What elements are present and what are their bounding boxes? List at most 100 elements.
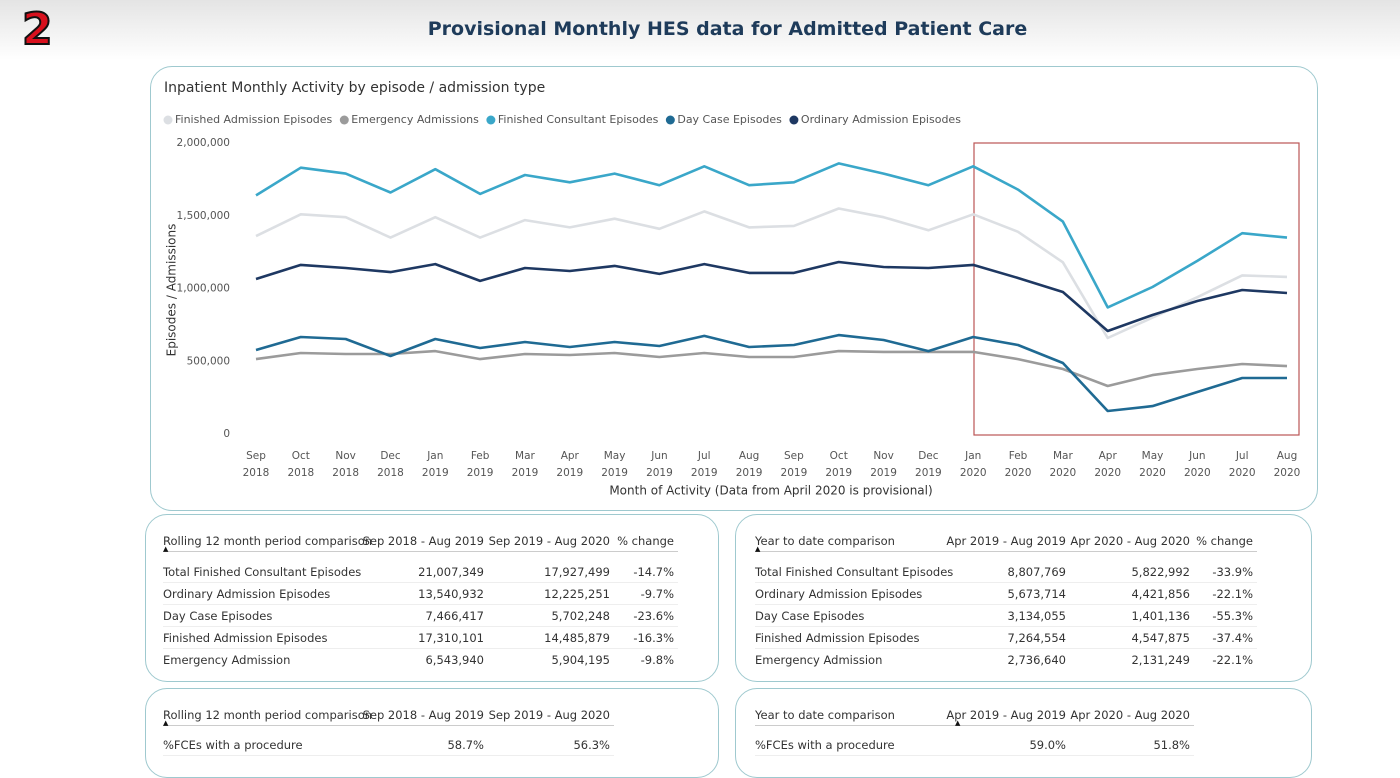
table-cell: Total Finished Consultant Episodes [163, 565, 362, 579]
x-tick-label: 2020 [1005, 467, 1032, 479]
table-cell: -16.3% [633, 631, 674, 645]
x-tick-label: Dec [380, 450, 401, 462]
y-axis-label: Episodes / Admissions [165, 224, 179, 357]
table-cell: 7,264,554 [1007, 631, 1066, 645]
x-tick-label: 2019 [915, 467, 942, 479]
table-cell: 12,225,251 [544, 587, 610, 601]
x-tick-label: 2020 [1094, 467, 1121, 479]
table-cell: -55.3% [1212, 609, 1253, 623]
table-cell: Emergency Admission [163, 653, 291, 667]
legend-marker [163, 115, 173, 125]
table-cell: -33.9% [1212, 565, 1253, 579]
row-rule [755, 582, 1257, 583]
table-cell: Ordinary Admission Episodes [163, 587, 331, 601]
table-rule [755, 551, 1257, 552]
table-header: Sep 2019 - Aug 2020 [488, 534, 610, 548]
table-cell: Total Finished Consultant Episodes [755, 565, 954, 579]
x-tick-label: Aug [739, 450, 760, 462]
table-cell: 13,540,932 [418, 587, 484, 601]
chart-panel [150, 66, 1318, 511]
x-tick-label: 2019 [646, 467, 673, 479]
table-cell: -22.1% [1212, 587, 1253, 601]
table-panel [735, 514, 1312, 682]
table-cell: %FCEs with a procedure [163, 738, 303, 752]
legend-label: Finished Admission Episodes [175, 113, 333, 126]
x-tick-label: May [1142, 450, 1164, 462]
table-cell: 21,007,349 [418, 565, 484, 579]
x-tick-label: 2018 [377, 467, 404, 479]
table-cell: 2,131,249 [1131, 653, 1190, 667]
legend-label: Finished Consultant Episodes [498, 113, 659, 126]
x-tick-label: 2019 [556, 467, 583, 479]
x-tick-label: Nov [873, 450, 894, 462]
table-header: Apr 2020 - Aug 2020 [1070, 534, 1190, 548]
table-cell: -22.1% [1212, 653, 1253, 667]
table-cell: 2,736,640 [1007, 653, 1066, 667]
table-rule [755, 725, 1194, 726]
x-tick-label: Sep [246, 450, 266, 462]
x-tick-label: 2020 [1050, 467, 1077, 479]
x-tick-label: 2020 [1229, 467, 1256, 479]
sort-arrow: ▲ [955, 719, 961, 727]
row-rule [163, 626, 678, 627]
sort-arrow: ▲ [163, 719, 169, 727]
x-tick-label: Jan [426, 450, 443, 462]
chart-title: Inpatient Monthly Activity by episode / … [164, 80, 545, 96]
table-cell: 7,466,417 [425, 609, 484, 623]
table-cell: 58.7% [447, 738, 484, 752]
x-tick-label: 2020 [1139, 467, 1166, 479]
table-cell: -9.8% [640, 653, 674, 667]
x-tick-label: 2019 [422, 467, 449, 479]
table-cell: 5,673,714 [1007, 587, 1066, 601]
table-cell: Day Case Episodes [163, 609, 273, 623]
table-cell: Ordinary Admission Episodes [755, 587, 923, 601]
table-cell: %FCEs with a procedure [755, 738, 895, 752]
y-tick-label: 0 [223, 428, 230, 440]
table-cell: 4,421,856 [1131, 587, 1190, 601]
table-cell: 3,134,055 [1007, 609, 1066, 623]
table-cell: Day Case Episodes [755, 609, 865, 623]
series-line [255, 162, 1288, 309]
row-rule [163, 755, 614, 756]
table-cell: 6,543,940 [425, 653, 484, 667]
table-cell: 4,547,875 [1131, 631, 1190, 645]
table-cell: Emergency Admission [755, 653, 883, 667]
series-line [255, 207, 1288, 340]
x-tick-label: Dec [918, 450, 939, 462]
series-line [255, 349, 1288, 388]
x-axis-label: Month of Activity (Data from April 2020 … [609, 484, 932, 498]
x-tick-label: May [604, 450, 626, 462]
x-tick-label: Apr [1099, 450, 1118, 462]
legend-marker [339, 115, 349, 125]
x-tick-label: 2019 [691, 467, 718, 479]
x-tick-label: 2020 [1274, 467, 1301, 479]
row-rule [755, 604, 1257, 605]
y-tick-label: 1,500,000 [177, 210, 230, 222]
row-rule [755, 648, 1257, 649]
table-cell: -37.4% [1212, 631, 1253, 645]
table-header: Apr 2019 - Aug 2019 [946, 708, 1066, 722]
table-cell: 8,807,769 [1007, 565, 1066, 579]
y-tick-label: 500,000 [187, 355, 230, 367]
series-line [255, 260, 1288, 333]
table-cell: 5,822,992 [1131, 565, 1190, 579]
table-header: Sep 2018 - Aug 2019 [362, 534, 484, 548]
table-cell: 51.8% [1153, 738, 1190, 752]
x-tick-label: Feb [471, 450, 490, 462]
x-tick-label: 2020 [960, 467, 987, 479]
table-cell: 1,401,136 [1131, 609, 1190, 623]
table-cell: 56.3% [573, 738, 610, 752]
row-rule [163, 582, 678, 583]
x-tick-label: Aug [1277, 450, 1298, 462]
row-rule [163, 648, 678, 649]
table-panel [735, 688, 1312, 778]
x-tick-label: 2019 [512, 467, 539, 479]
legend-label: Ordinary Admission Episodes [801, 113, 961, 126]
x-tick-label: Oct [830, 450, 848, 462]
table-cell: 59.0% [1029, 738, 1066, 752]
x-tick-label: Sep [784, 450, 804, 462]
x-tick-label: 2019 [736, 467, 763, 479]
table-rule [163, 725, 614, 726]
table-cell: Finished Admission Episodes [755, 631, 920, 645]
